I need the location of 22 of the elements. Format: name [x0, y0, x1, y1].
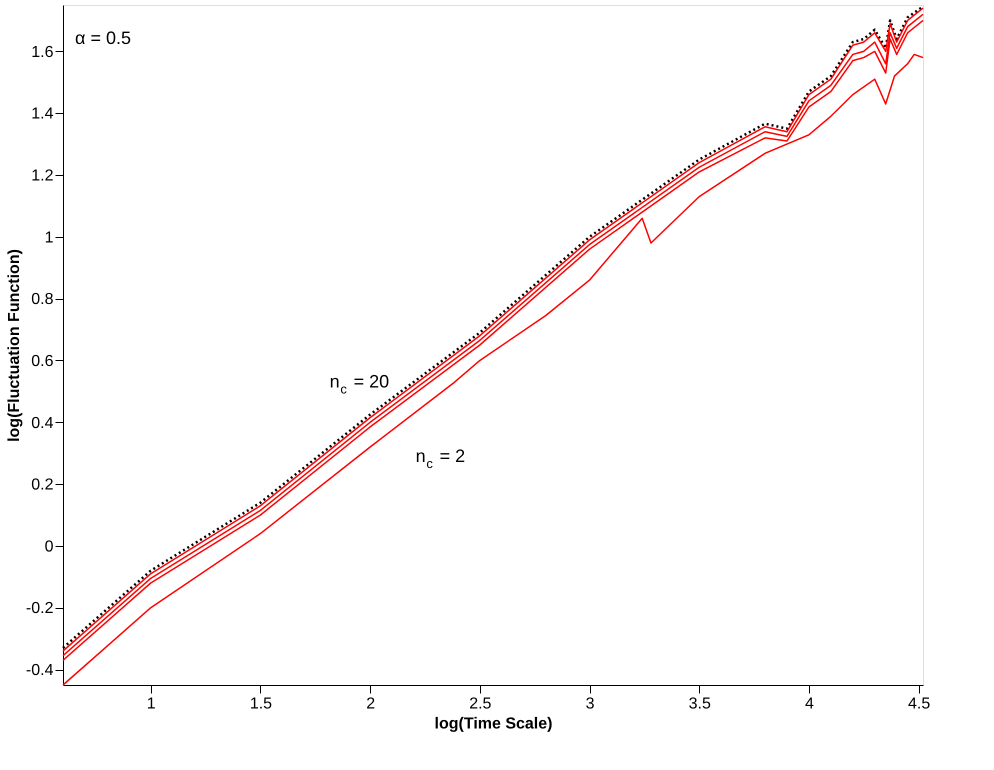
x-tick-label: 2.5 [469, 696, 492, 712]
y-tick-label: -0.4 [26, 662, 54, 680]
x-tick-label: 1 [146, 696, 156, 712]
y-tick-label: 1.4 [31, 106, 54, 123]
x-tick-label: 4 [804, 696, 814, 712]
x-tick-label: 4.5 [908, 696, 930, 712]
annotation: α = 0.5 [75, 28, 131, 48]
x-tick-label: 3.5 [688, 696, 711, 712]
y-tick-label: 0 [44, 538, 54, 556]
x-tick-label: 1.5 [250, 696, 272, 712]
y-tick-label: 0.2 [31, 476, 54, 494]
y-tick-label: 1 [44, 229, 54, 246]
y-tick-label: -0.2 [26, 600, 54, 618]
x-tick-label: 3 [586, 696, 595, 712]
x-axis-title: log(Time Scale) [434, 716, 552, 732]
y-tick-label: 0.4 [31, 414, 54, 432]
y-tick-label: 0.6 [31, 352, 54, 370]
y-tick-label: 1.2 [31, 168, 54, 184]
y-axis-title: log(Fluctuation Function) [6, 249, 23, 442]
x-tick-label: 2 [366, 696, 376, 712]
y-tick-label: 0.8 [31, 291, 54, 308]
y-tick-label: 1.6 [31, 44, 54, 61]
